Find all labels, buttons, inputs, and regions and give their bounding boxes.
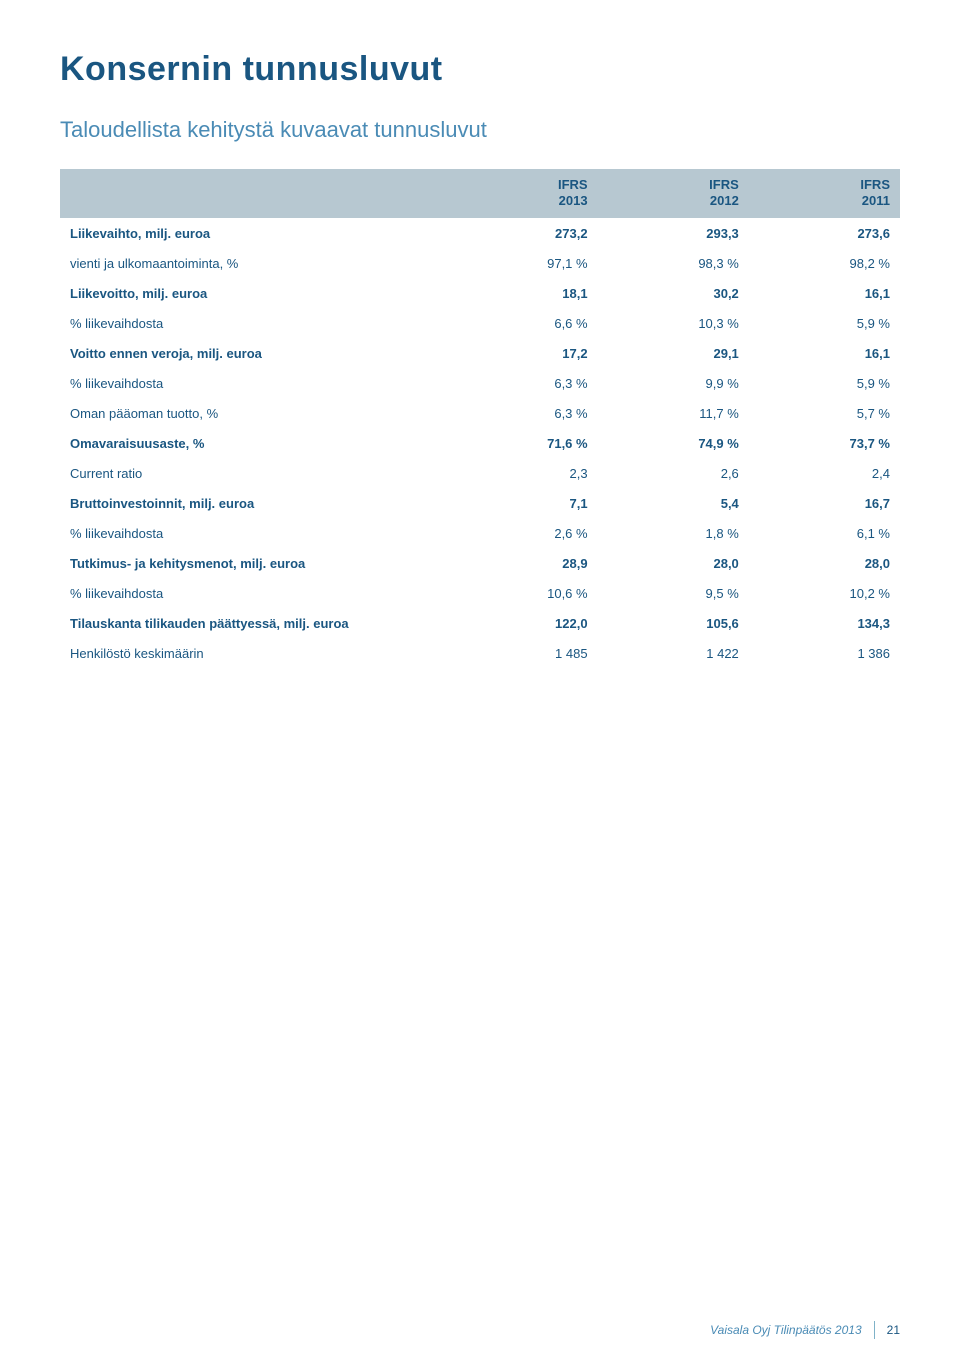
col-header-2012: IFRS 2012 (598, 169, 749, 218)
col-top: IFRS (608, 177, 739, 193)
row-value: 5,4 (598, 488, 749, 518)
page-title: Konsernin tunnusluvut (60, 50, 900, 89)
row-label: Current ratio (60, 458, 446, 488)
row-value: 105,6 (598, 608, 749, 638)
row-label: vienti ja ulkomaantoiminta, % (60, 248, 446, 278)
row-value: 2,6 % (446, 518, 597, 548)
col-header-2013: IFRS 2013 (446, 169, 597, 218)
row-value: 71,6 % (446, 428, 597, 458)
row-value: 273,2 (446, 218, 597, 248)
row-value: 6,1 % (749, 518, 900, 548)
table-row: Liikevaihto, milj. euroa273,2293,3273,6 (60, 218, 900, 248)
row-value: 74,9 % (598, 428, 749, 458)
row-value: 273,6 (749, 218, 900, 248)
row-value: 1 485 (446, 638, 597, 668)
row-value: 1 386 (749, 638, 900, 668)
table-row: % liikevaihdosta6,3 %9,9 %5,9 % (60, 368, 900, 398)
row-label: % liikevaihdosta (60, 578, 446, 608)
row-value: 98,3 % (598, 248, 749, 278)
col-header-2011: IFRS 2011 (749, 169, 900, 218)
row-value: 2,4 (749, 458, 900, 488)
row-label: Tilauskanta tilikauden päättyessä, milj.… (60, 608, 446, 638)
row-value: 6,6 % (446, 308, 597, 338)
row-value: 11,7 % (598, 398, 749, 428)
footer-text: Vaisala Oyj Tilinpäätös 2013 (710, 1323, 862, 1337)
row-label: Tutkimus- ja kehitysmenot, milj. euroa (60, 548, 446, 578)
row-value: 97,1 % (446, 248, 597, 278)
row-value: 134,3 (749, 608, 900, 638)
row-label: % liikevaihdosta (60, 518, 446, 548)
col-bot: 2013 (456, 193, 587, 209)
row-value: 10,3 % (598, 308, 749, 338)
row-value: 10,6 % (446, 578, 597, 608)
row-label: Henkilöstö keskimäärin (60, 638, 446, 668)
table-row: % liikevaihdosta2,6 %1,8 %6,1 % (60, 518, 900, 548)
table-row: % liikevaihdosta6,6 %10,3 %5,9 % (60, 308, 900, 338)
col-bot: 2012 (608, 193, 739, 209)
row-value: 6,3 % (446, 368, 597, 398)
row-value: 1 422 (598, 638, 749, 668)
row-value: 9,5 % (598, 578, 749, 608)
row-label: Voitto ennen veroja, milj. euroa (60, 338, 446, 368)
row-label: Bruttoinvestoinnit, milj. euroa (60, 488, 446, 518)
table-row: Current ratio2,32,62,4 (60, 458, 900, 488)
row-value: 28,9 (446, 548, 597, 578)
footer-page-number: 21 (887, 1323, 900, 1337)
footer-separator (874, 1321, 875, 1339)
row-value: 28,0 (749, 548, 900, 578)
row-value: 5,7 % (749, 398, 900, 428)
page-subtitle: Taloudellista kehitystä kuvaavat tunnusl… (60, 117, 900, 143)
table-row: vienti ja ulkomaantoiminta, %97,1 %98,3 … (60, 248, 900, 278)
table-row: Voitto ennen veroja, milj. euroa17,229,1… (60, 338, 900, 368)
table-row: Bruttoinvestoinnit, milj. euroa7,15,416,… (60, 488, 900, 518)
row-label: Liikevaihto, milj. euroa (60, 218, 446, 248)
row-value: 2,6 (598, 458, 749, 488)
row-label: Oman pääoman tuotto, % (60, 398, 446, 428)
row-value: 5,9 % (749, 368, 900, 398)
row-value: 30,2 (598, 278, 749, 308)
row-value: 1,8 % (598, 518, 749, 548)
row-value: 16,1 (749, 278, 900, 308)
row-value: 16,7 (749, 488, 900, 518)
col-header-label (60, 169, 446, 218)
row-label: % liikevaihdosta (60, 308, 446, 338)
table-row: % liikevaihdosta10,6 %9,5 %10,2 % (60, 578, 900, 608)
row-value: 7,1 (446, 488, 597, 518)
financial-table: IFRS 2013 IFRS 2012 IFRS 2011 Liikevaiht… (60, 169, 900, 668)
row-value: 293,3 (598, 218, 749, 248)
table-row: Henkilöstö keskimäärin1 4851 4221 386 (60, 638, 900, 668)
row-value: 9,9 % (598, 368, 749, 398)
page-footer: Vaisala Oyj Tilinpäätös 2013 21 (710, 1321, 900, 1339)
row-label: % liikevaihdosta (60, 368, 446, 398)
table-row: Omavaraisuusaste, %71,6 %74,9 %73,7 % (60, 428, 900, 458)
col-top: IFRS (456, 177, 587, 193)
row-label: Omavaraisuusaste, % (60, 428, 446, 458)
row-value: 73,7 % (749, 428, 900, 458)
row-value: 28,0 (598, 548, 749, 578)
row-value: 17,2 (446, 338, 597, 368)
row-value: 6,3 % (446, 398, 597, 428)
row-label: Liikevoitto, milj. euroa (60, 278, 446, 308)
row-value: 10,2 % (749, 578, 900, 608)
col-top: IFRS (759, 177, 890, 193)
row-value: 122,0 (446, 608, 597, 638)
table-row: Liikevoitto, milj. euroa18,130,216,1 (60, 278, 900, 308)
row-value: 29,1 (598, 338, 749, 368)
row-value: 98,2 % (749, 248, 900, 278)
row-value: 2,3 (446, 458, 597, 488)
table-row: Tutkimus- ja kehitysmenot, milj. euroa28… (60, 548, 900, 578)
row-value: 18,1 (446, 278, 597, 308)
table-row: Oman pääoman tuotto, %6,3 %11,7 %5,7 % (60, 398, 900, 428)
row-value: 5,9 % (749, 308, 900, 338)
col-bot: 2011 (759, 193, 890, 209)
row-value: 16,1 (749, 338, 900, 368)
table-row: Tilauskanta tilikauden päättyessä, milj.… (60, 608, 900, 638)
